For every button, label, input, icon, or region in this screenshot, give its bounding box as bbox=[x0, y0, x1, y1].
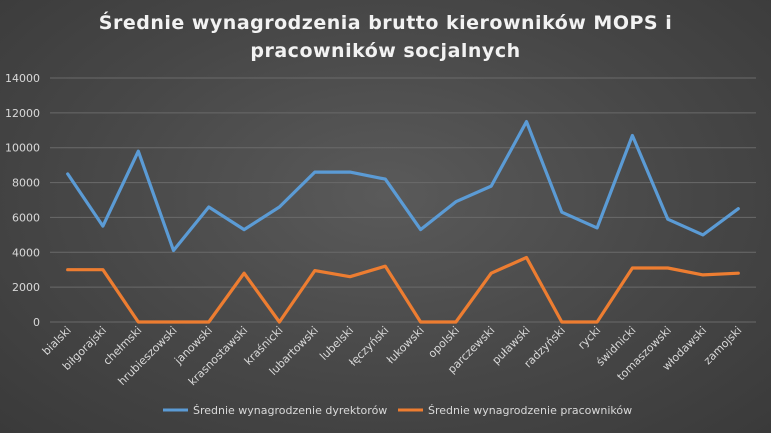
series-lines bbox=[66, 119, 740, 324]
x-tick-label: łukowski bbox=[384, 324, 426, 366]
y-axis-ticks: 0 2000 4000 6000 8000 10000 12000 14000 bbox=[5, 72, 40, 329]
y-tick-label: 6000 bbox=[12, 211, 40, 224]
gridlines bbox=[50, 77, 756, 323]
series-line-workers bbox=[66, 255, 740, 324]
chart-title-line-2: pracowników socjalnych bbox=[250, 40, 520, 62]
legend: Średnie wynagrodzenie dyrektorów Średnie… bbox=[163, 404, 632, 417]
x-tick-label: rycki bbox=[575, 324, 603, 352]
y-tick-label: 4000 bbox=[12, 246, 40, 259]
y-tick-label: 8000 bbox=[12, 177, 40, 190]
series-line-directors bbox=[66, 119, 740, 253]
legend-label-directors: Średnie wynagrodzenie dyrektorów bbox=[193, 404, 387, 417]
y-tick-label: 0 bbox=[33, 316, 40, 329]
y-tick-label: 10000 bbox=[5, 142, 40, 155]
x-tick-label: zamojski bbox=[701, 324, 744, 367]
chart-title-line-1: Średnie wynagrodzenia brutto kierowników… bbox=[99, 10, 672, 34]
legend-label-workers: Średnie wynagrodzenie pracowników bbox=[428, 404, 632, 417]
y-tick-label: 2000 bbox=[12, 281, 40, 294]
y-tick-label: 12000 bbox=[5, 107, 40, 120]
x-axis-ticks: bialskibiłgorajskichełmskihrubieszowskij… bbox=[40, 324, 745, 388]
y-tick-label: 14000 bbox=[5, 72, 40, 85]
x-tick-label: bialski bbox=[40, 324, 74, 358]
